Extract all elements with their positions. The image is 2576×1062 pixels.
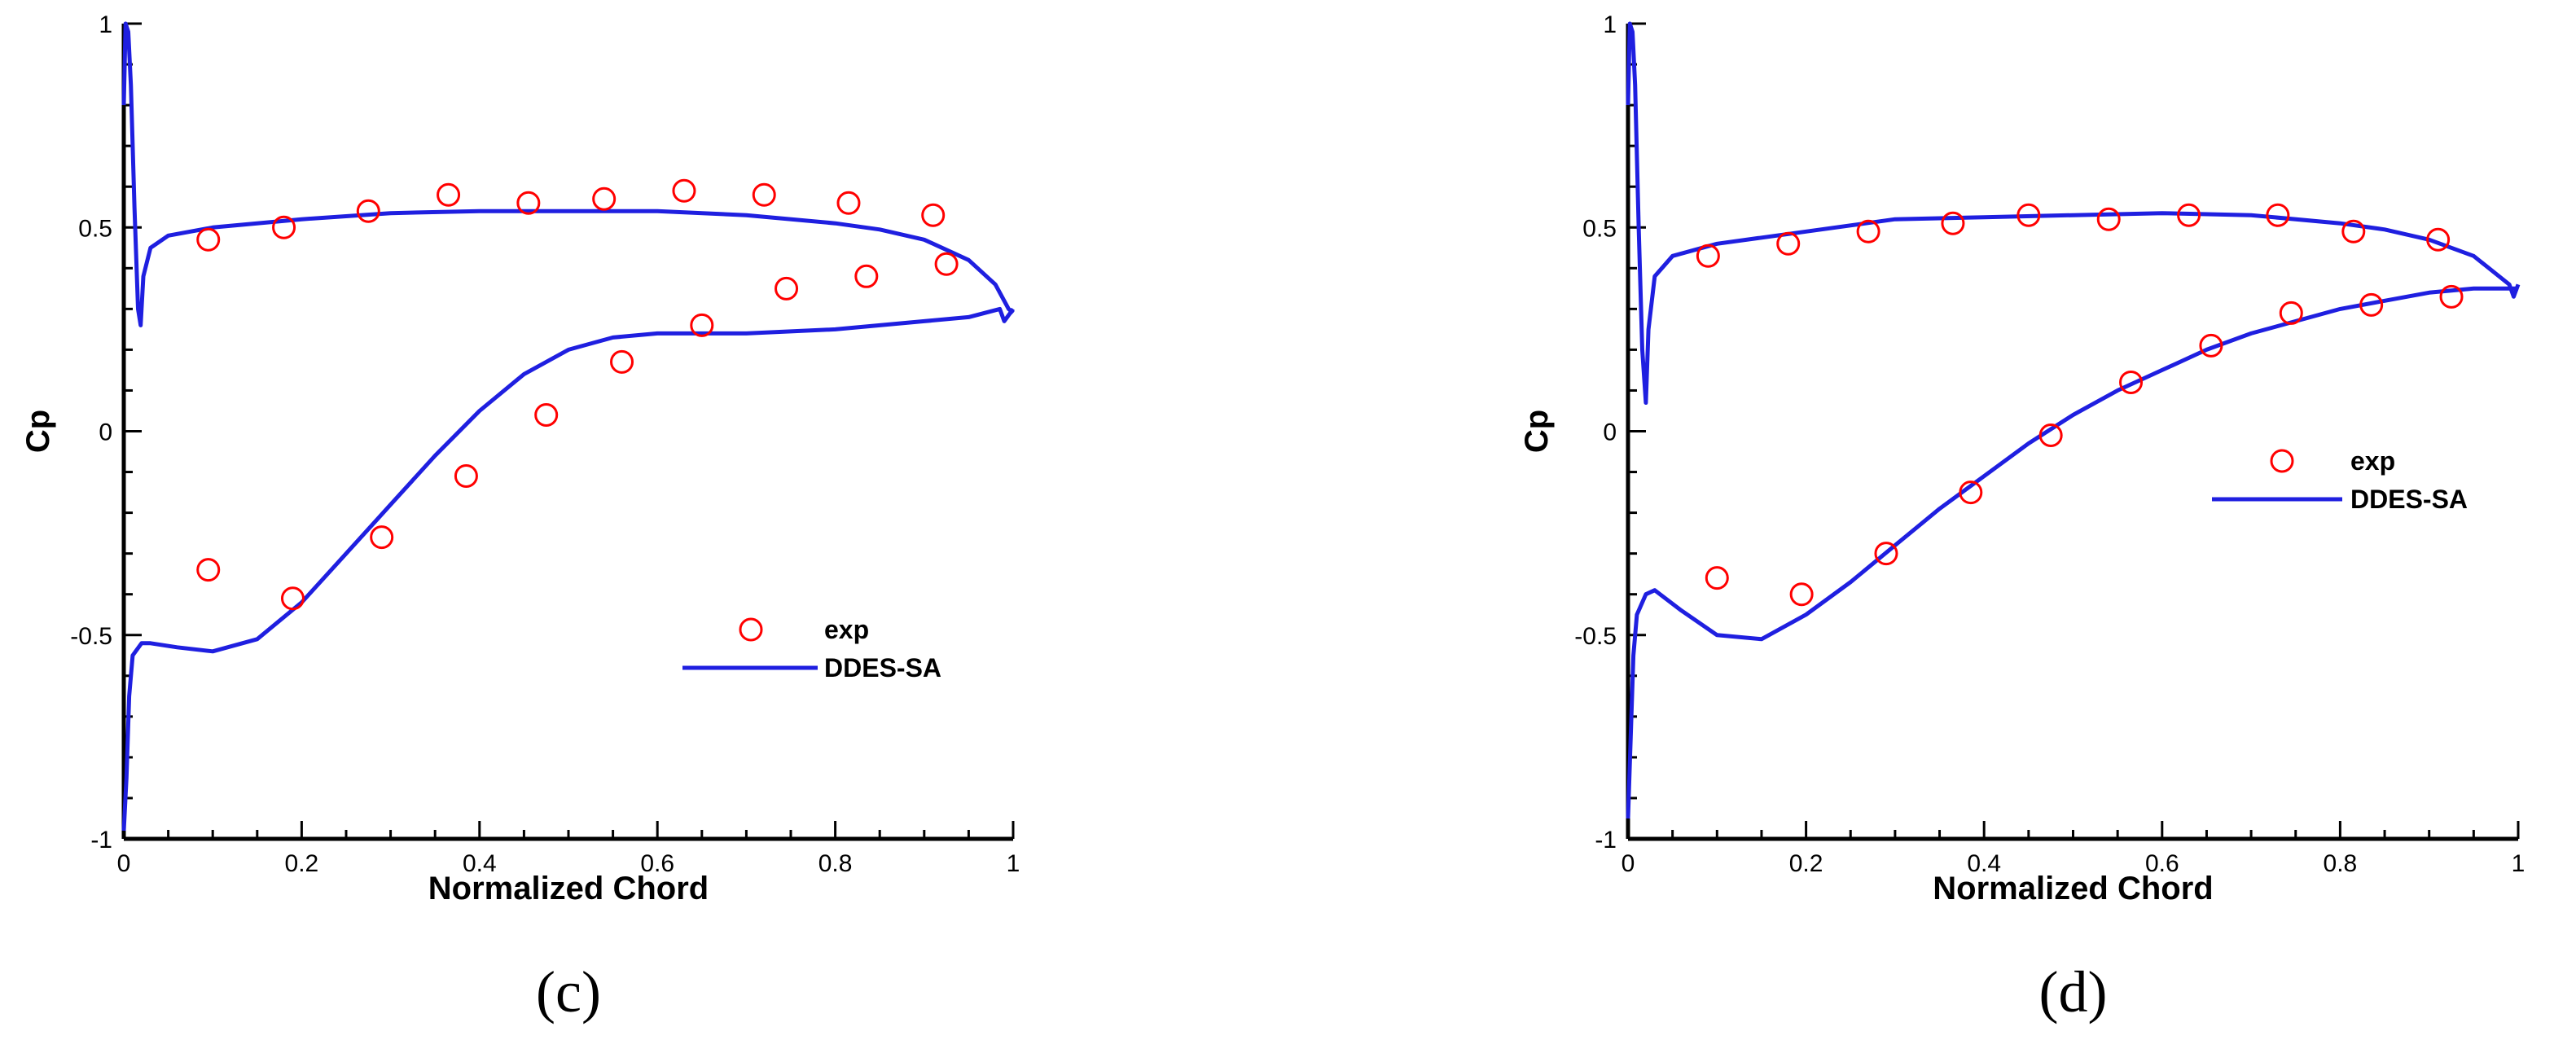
x-tick-label: 0.6 bbox=[2145, 850, 2179, 877]
y-tick-label: 1 bbox=[99, 11, 112, 38]
y-tick-label: 1 bbox=[1603, 11, 1617, 38]
y-tick-label: -1 bbox=[1595, 827, 1617, 854]
x-tick-label: 0 bbox=[117, 850, 131, 877]
data-point-exp bbox=[921, 203, 946, 227]
data-point-exp bbox=[2119, 370, 2144, 394]
data-point-exp bbox=[272, 215, 296, 239]
legend-label-ddes-sa: DDES-SA bbox=[824, 653, 941, 682]
data-point-exp bbox=[1776, 231, 1801, 256]
x-axis-title: Normalized Chord bbox=[1933, 871, 2213, 906]
data-point-exp bbox=[2359, 292, 2384, 317]
y-axis-title: Cp bbox=[20, 410, 56, 453]
data-point-exp bbox=[836, 191, 861, 215]
y-tick-label: -0.5 bbox=[1574, 623, 1617, 650]
data-point-exp bbox=[1856, 219, 1880, 244]
data-point-exp bbox=[2177, 203, 2201, 227]
x-tick-label: 0.2 bbox=[285, 850, 319, 877]
data-point-exp bbox=[610, 349, 634, 374]
data-point-exp bbox=[1941, 211, 1965, 235]
x-tick-label: 0.8 bbox=[818, 850, 853, 877]
data-point-exp bbox=[2439, 284, 2464, 309]
y-tick-label: -1 bbox=[90, 827, 112, 854]
data-point-exp bbox=[775, 276, 799, 301]
data-point-exp bbox=[2096, 207, 2121, 231]
x-tick-label: 0 bbox=[1622, 850, 1635, 877]
y-tick-label: 0 bbox=[99, 419, 112, 446]
data-point-exp bbox=[1789, 582, 1814, 607]
data-point-exp bbox=[196, 227, 221, 252]
legend: exp DDES-SA bbox=[2212, 446, 2468, 514]
legend-label-exp: exp bbox=[824, 615, 869, 644]
data-point-exp bbox=[516, 191, 541, 215]
data-point-exp bbox=[2016, 203, 2041, 227]
legend-label-exp: exp bbox=[2350, 446, 2395, 476]
series-line-ddes-sa-upper bbox=[1626, 21, 2521, 405]
y-tick-label: 0.5 bbox=[78, 215, 112, 242]
data-point-exp bbox=[356, 199, 380, 223]
data-point-exp bbox=[854, 264, 879, 288]
x-tick-label: 1 bbox=[2512, 850, 2526, 877]
legend: exp DDES-SA bbox=[682, 615, 941, 682]
y-axis-title: Cp bbox=[1519, 410, 1555, 453]
data-point-exp bbox=[2426, 227, 2451, 252]
x-tick-label: 1 bbox=[1007, 850, 1020, 877]
data-point-exp bbox=[370, 525, 394, 550]
y-tick-label: 0 bbox=[1603, 419, 1617, 446]
data-point-exp bbox=[1874, 542, 1898, 566]
data-point-exp bbox=[534, 402, 559, 427]
data-point-exp bbox=[672, 178, 696, 203]
data-point-exp bbox=[437, 182, 461, 207]
data-point-exp bbox=[196, 558, 221, 582]
data-point-exp bbox=[592, 187, 617, 211]
legend-label-ddes-sa: DDES-SA bbox=[2350, 485, 2468, 514]
panel-label: (c) bbox=[536, 959, 601, 1025]
series-line-ddes-sa-lower bbox=[1626, 286, 2518, 819]
y-tick-label: -0.5 bbox=[70, 623, 112, 650]
data-point-exp bbox=[1959, 481, 1983, 505]
data-point-exp bbox=[2199, 333, 2223, 358]
chart-panel-c: 0 0.2 0.4 0.6 0.8 1 -1 -0.5 0 0.5 1 Normalized Chor… bbox=[20, 11, 1020, 1025]
data-point-exp bbox=[752, 182, 776, 207]
data-point-exp bbox=[1705, 566, 1729, 590]
x-tick-label: 0.8 bbox=[2324, 850, 2358, 877]
x-tick-label: 0.4 bbox=[463, 850, 497, 877]
series-line-ddes-sa-upper bbox=[121, 21, 1015, 327]
data-point-exp bbox=[934, 252, 959, 276]
data-point-exp bbox=[2266, 203, 2290, 227]
legend-marker-exp bbox=[2270, 449, 2294, 473]
data-point-exp bbox=[2341, 219, 2366, 244]
x-tick-label: 0.2 bbox=[1789, 850, 1823, 877]
data-point-exp bbox=[690, 313, 714, 337]
x-tick-label: 0.4 bbox=[1967, 850, 2001, 877]
chart-panel-d: 0 0.2 0.4 0.6 0.8 1 -1 -0.5 0 0.5 1 Normalized Chor… bbox=[1519, 11, 2525, 1025]
data-point-exp bbox=[280, 586, 305, 611]
series-line-ddes-sa-lower bbox=[121, 306, 1016, 832]
data-point-exp bbox=[2038, 423, 2063, 448]
data-point-exp bbox=[1696, 244, 1720, 268]
y-tick-label: 0.5 bbox=[1582, 215, 1617, 242]
panel-label: (d) bbox=[2039, 959, 2108, 1025]
x-axis-title: Normalized Chord bbox=[428, 871, 709, 906]
data-point-exp bbox=[454, 464, 478, 489]
x-tick-label: 0.6 bbox=[640, 850, 674, 877]
legend-marker-exp bbox=[739, 617, 763, 642]
data-point-exp bbox=[2279, 301, 2303, 325]
